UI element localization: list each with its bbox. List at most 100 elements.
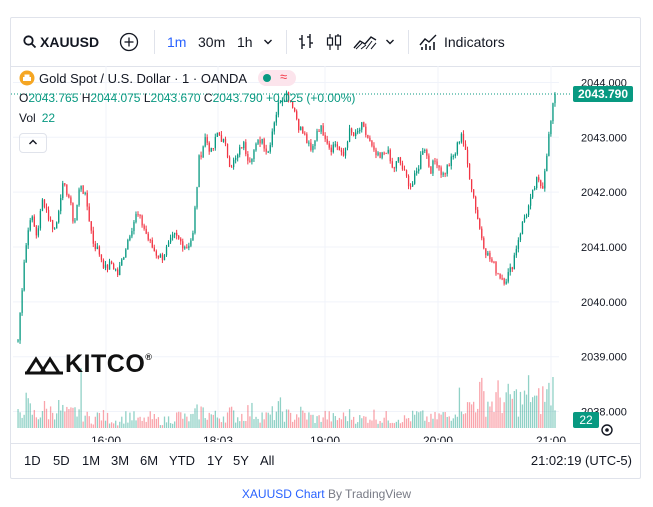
volume-bar [23, 414, 25, 428]
settings-icon[interactable] [601, 424, 613, 436]
candle-style-button[interactable] [325, 30, 343, 54]
volume-bar [141, 420, 143, 428]
chart-widget: XAUUSD 1m 30m 1h Indicators [10, 17, 641, 479]
volume-bar [145, 421, 147, 428]
volume-bar [538, 388, 540, 428]
volume-bar [228, 407, 231, 428]
volume-bar [66, 406, 68, 428]
candle-body [326, 139, 328, 144]
volume-bar [344, 416, 347, 428]
candle-body [279, 102, 282, 104]
volume-bar [251, 402, 253, 428]
range-all[interactable]: All [260, 453, 275, 468]
volume-bar [328, 411, 330, 428]
volume-bar [534, 395, 536, 428]
range-3m[interactable]: 3M [111, 453, 130, 468]
interval-1h[interactable]: 1h [237, 34, 253, 50]
candle-body [340, 150, 343, 152]
gold-coin-icon [19, 70, 35, 86]
market-status-badge[interactable]: ≈ [257, 69, 296, 86]
toolbar-divider [154, 30, 155, 54]
candle-body [499, 274, 501, 279]
candle-body [328, 143, 330, 148]
candle-body [43, 199, 46, 207]
volume-bar [365, 416, 367, 428]
volume-bar [281, 411, 284, 428]
volume-bar [285, 409, 288, 428]
volume-bar [324, 410, 326, 428]
volume-bar [426, 416, 428, 428]
interval-30m[interactable]: 30m [198, 34, 226, 50]
candle-body [31, 216, 33, 221]
volume-bar [536, 395, 538, 428]
candle-body [58, 211, 60, 223]
kitco-logo-mark-icon [24, 356, 63, 375]
ohlc-row: O2043.765 H2044.075 L2043.670 C2043.790 … [19, 91, 355, 105]
candle-body [517, 240, 520, 249]
volume-bar [259, 422, 261, 428]
candle-body [281, 100, 284, 103]
interval-1m[interactable]: 1m [167, 34, 187, 50]
candle-body [546, 155, 548, 172]
range-1d[interactable]: 1D [24, 453, 41, 468]
y-tick-label: 2041.000 [581, 242, 627, 254]
candle-body [538, 177, 540, 181]
volume-bar [176, 412, 178, 428]
kitco-logo: KITCO® [24, 350, 152, 379]
volume-bar [444, 412, 446, 428]
indicators-button[interactable]: Indicators [419, 30, 505, 54]
volume-bar [84, 415, 86, 428]
interval-dropdown[interactable] [263, 30, 273, 54]
high-value: 2044.075 [90, 91, 141, 105]
timezone-clock[interactable]: 21:02:19 (UTC-5) [530, 453, 632, 468]
price-chart[interactable]: 2044.0002043.0002042.0002041.0002040.000… [11, 66, 640, 442]
candle-body [436, 161, 438, 166]
range-5d[interactable]: 5D [53, 453, 70, 468]
volume-bar [214, 410, 216, 428]
chart-style-dropdown[interactable] [385, 30, 395, 54]
delayed-data-icon: ≈ [279, 69, 288, 84]
y-tick-label: 2040.000 [581, 297, 627, 309]
volume-bar [25, 392, 27, 428]
range-6m[interactable]: 6M [140, 453, 159, 468]
symbol-search-button[interactable]: XAUUSD [23, 30, 99, 54]
candle-body [218, 132, 221, 135]
volume-bar [74, 407, 76, 428]
volume-bar [350, 419, 353, 428]
range-5y[interactable]: 5Y [233, 453, 249, 468]
plus-circle-icon [119, 32, 139, 52]
range-1m[interactable]: 1M [82, 453, 101, 468]
volume-bar [147, 416, 149, 428]
volume-bar [554, 410, 556, 428]
candle-body [359, 129, 361, 132]
candle-body [369, 137, 371, 142]
volume-bar [525, 394, 528, 428]
candle-body [381, 152, 383, 158]
bar-style-button[interactable] [297, 30, 315, 54]
volume-bar [475, 412, 477, 428]
compare-button[interactable] [119, 30, 139, 54]
tradingview-credit[interactable]: By TradingView [327, 487, 412, 501]
range-1y[interactable]: 1Y [207, 453, 223, 468]
volume-bar [210, 414, 212, 428]
chevron-down-icon [264, 39, 272, 45]
candle-body [542, 185, 544, 189]
candle-body [534, 187, 536, 190]
volume-bar [462, 414, 465, 428]
candle-body [363, 122, 365, 127]
volume-bar [171, 423, 174, 428]
volume-bar [94, 416, 96, 428]
volume-bar [135, 420, 137, 428]
range-ytd[interactable]: YTD [169, 453, 195, 468]
volume-bar [115, 420, 117, 428]
candle-body [235, 158, 237, 160]
collapse-legend-button[interactable] [19, 133, 47, 153]
close-value: 2043.790 [212, 91, 263, 105]
volume-bar [322, 417, 324, 428]
candle-body [230, 166, 233, 168]
candle-body [338, 146, 341, 151]
area-style-button[interactable] [353, 30, 377, 54]
chart-link[interactable]: XAUUSD Chart [241, 487, 325, 501]
volume-bar [159, 425, 162, 428]
candle-body [450, 156, 452, 166]
